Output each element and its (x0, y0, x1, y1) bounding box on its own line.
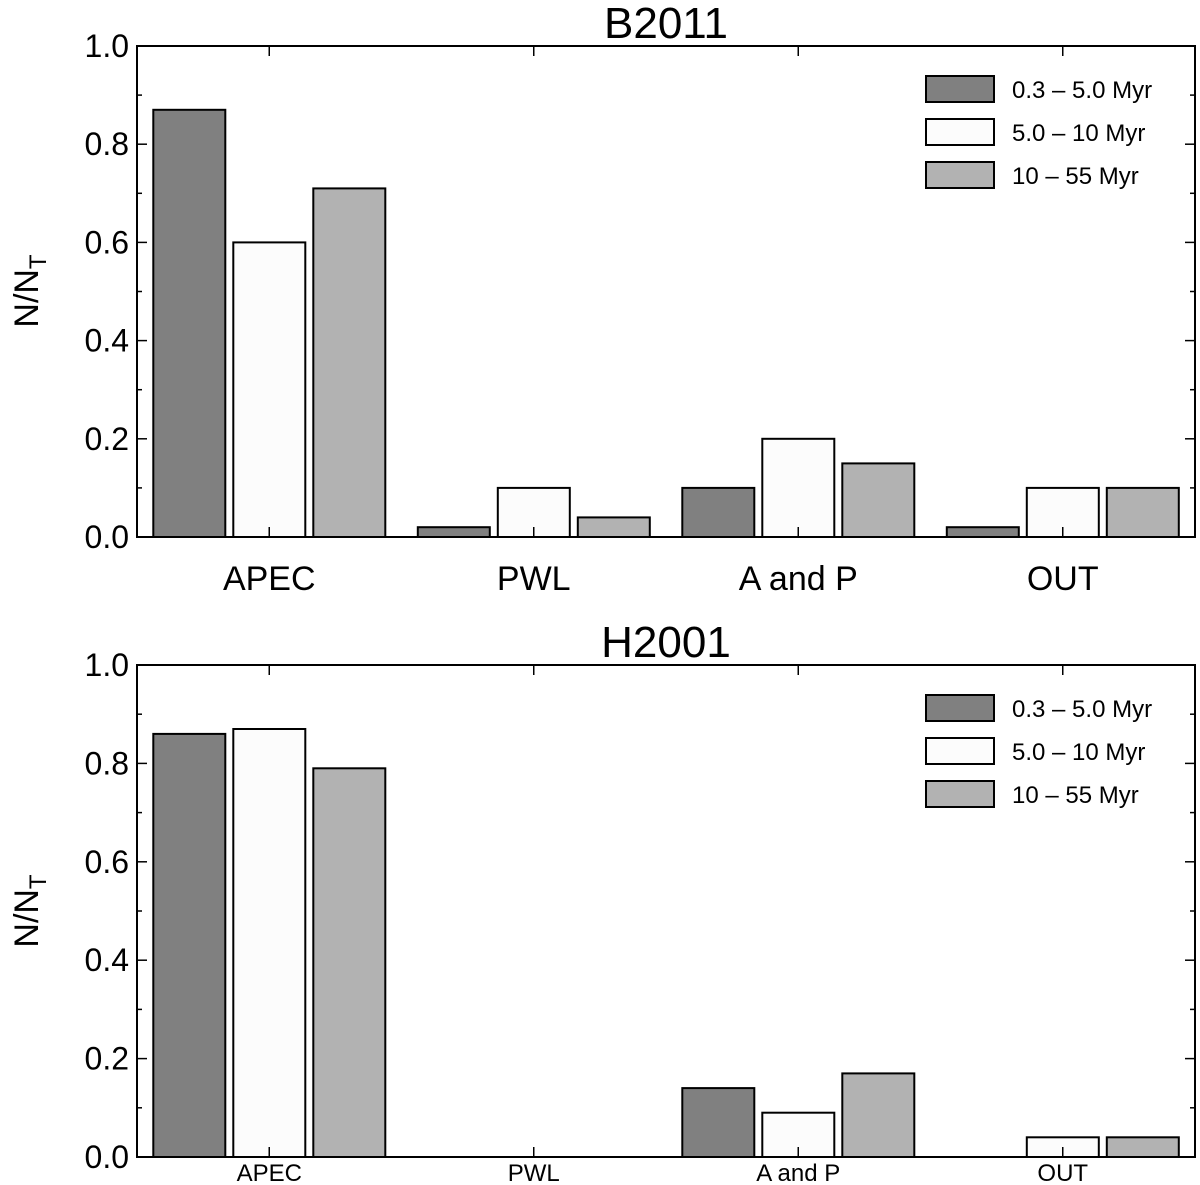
legend-label-1: 5.0 – 10 Myr (1012, 120, 1145, 147)
bar-apec-series-0 (152, 732, 227, 1159)
bar-apec-series-2 (312, 767, 387, 1158)
y-tick-label: 0.0 (85, 519, 129, 555)
y-axis-label: N/NT (8, 874, 52, 948)
y-tick-label: 0.4 (85, 942, 129, 978)
legend-swatch-1 (925, 737, 995, 765)
x-tick-label: PWL (508, 1160, 560, 1185)
bar-a-and-p-series-2 (841, 1072, 916, 1159)
chart-panel-b2011: B2011 N/NT 0.0 0.2 0.4 0.6 0.8 1.0 APEC PWL A and … (8, 0, 1196, 598)
bar-out-series-2 (1105, 1136, 1180, 1159)
chart-title: B2011 (604, 0, 728, 48)
legend-swatch-2 (925, 780, 995, 808)
bar-a-and-p-series-0 (681, 1087, 756, 1158)
bar-a-and-p-series-1 (761, 437, 836, 538)
x-tick-label: A and P (739, 560, 858, 598)
bar-apec-series-1 (232, 241, 307, 538)
chart-title: H2001 (601, 618, 731, 667)
y-tick-label: 0.4 (85, 323, 129, 359)
y-axis-label-main: N/N (8, 889, 46, 948)
y-axis-label: N/NT (8, 254, 52, 328)
x-tick-label: OUT (1027, 560, 1099, 598)
bar-a-and-p-series-2 (841, 462, 916, 538)
x-tick-label: APEC (223, 560, 316, 598)
chart-panel-h2001: H2001 N/NT 0.0 0.2 0.4 0.6 0.8 1.0 APEC PWL A and … (8, 618, 1196, 1185)
bar-out-series-0 (945, 526, 1020, 539)
legend-swatch-1 (925, 118, 995, 146)
legend-swatch-2 (925, 161, 995, 189)
bar-pwl-series-0 (416, 526, 491, 539)
y-tick-label: 0.8 (85, 745, 129, 781)
y-tick-label: 0.0 (85, 1139, 129, 1175)
legend-label-2: 10 – 55 Myr (1012, 782, 1139, 809)
legend-label-0: 0.3 – 5.0 Myr (1012, 77, 1152, 104)
legend-swatch-0 (925, 75, 995, 103)
bar-apec-series-0 (152, 108, 227, 539)
y-tick-label: 0.2 (85, 1041, 129, 1077)
legend-label-2: 10 – 55 Myr (1012, 163, 1139, 190)
legend-swatch-0 (925, 694, 995, 722)
bar-out-series-2 (1105, 486, 1180, 538)
x-tick-label: APEC (237, 1160, 302, 1185)
y-tick-label: 0.2 (85, 421, 129, 457)
y-tick-label: 0.6 (85, 844, 129, 880)
bar-a-and-p-series-0 (681, 486, 756, 538)
bar-pwl-series-2 (576, 516, 651, 539)
y-tick-label: 1.0 (85, 28, 129, 64)
bar-apec-series-2 (312, 187, 387, 538)
y-axis-label-subscript: T (25, 874, 52, 889)
y-axis-label-main: N/N (8, 269, 46, 328)
legend-label-1: 5.0 – 10 Myr (1012, 739, 1145, 766)
bar-apec-series-1 (232, 728, 307, 1158)
y-tick-label: 0.6 (85, 224, 129, 260)
y-tick-label: 1.0 (85, 647, 129, 683)
legend-label-0: 0.3 – 5.0 Myr (1012, 696, 1152, 723)
x-tick-label: OUT (1037, 1160, 1088, 1185)
x-tick-label: PWL (497, 560, 571, 598)
x-tick-label: A and P (756, 1160, 840, 1185)
y-tick-label: 0.8 (85, 126, 129, 162)
y-axis-label-subscript: T (25, 254, 52, 269)
